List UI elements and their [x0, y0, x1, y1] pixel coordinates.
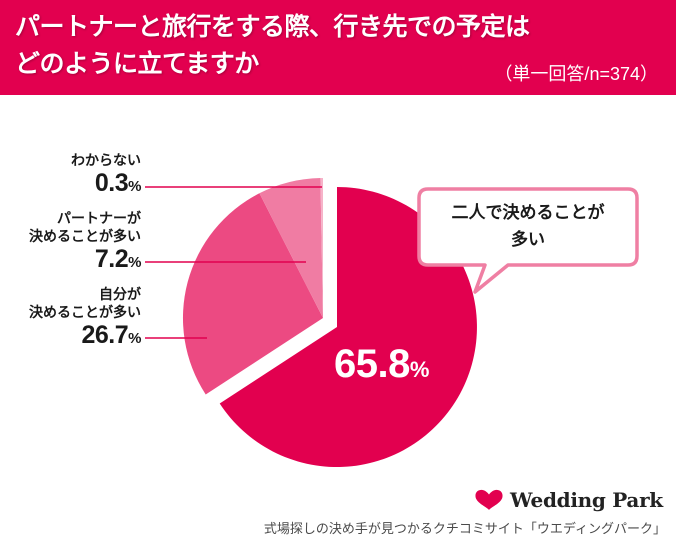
chart-subtitle: （単一回答/n=374） — [494, 64, 658, 84]
heart-icon — [475, 489, 503, 510]
logo-text: Wedding Park — [510, 488, 663, 512]
title-line-1: パートナーと旅行をする際、行き先での予定は — [15, 12, 530, 41]
callout-bubble — [417, 187, 639, 294]
footer-tagline: 式場探しの決め手が見つかるクチコミサイト「ウエディングパーク」 — [263, 522, 666, 537]
slice-unknown — [320, 177, 323, 318]
label-partner: パートナーが 決めることが多い 7.2% — [29, 210, 141, 276]
label-partner-category-1: パートナーが — [57, 211, 141, 227]
chart-title: パートナーと旅行をする際、行き先での予定は どのように立てますか — [15, 8, 530, 82]
label-unknown-value: 0.3% — [94, 169, 142, 197]
label-unknown: わからない 0.3% — [71, 152, 141, 200]
label-self-category-1: 自分が — [99, 287, 141, 303]
label-self: 自分が 決めることが多い 26.7% — [29, 286, 141, 352]
label-partner-category-2: 決めることが多い — [29, 229, 141, 245]
label-self-value: 26.7% — [81, 321, 141, 349]
label-self-category-2: 決めることが多い — [29, 305, 141, 321]
chart-header: パートナーと旅行をする際、行き先での予定は どのように立てますか （単一回答/n… — [0, 0, 676, 95]
slice-together — [219, 187, 477, 468]
slice-self — [182, 193, 323, 395]
label-partner-value: 7.2% — [94, 245, 142, 273]
title-line-2: どのように立てますか — [15, 49, 259, 78]
callout-text: 二人で決めることが 多い — [421, 200, 635, 254]
callout-line-1: 二人で決めることが — [451, 203, 605, 223]
slice-partner — [259, 178, 323, 318]
main-slice-value: 65.8% — [334, 342, 430, 386]
wedding-park-logo: Wedding Park — [474, 488, 663, 512]
callout-line-2: 多い — [511, 230, 545, 250]
label-unknown-category: わからない — [71, 153, 141, 169]
